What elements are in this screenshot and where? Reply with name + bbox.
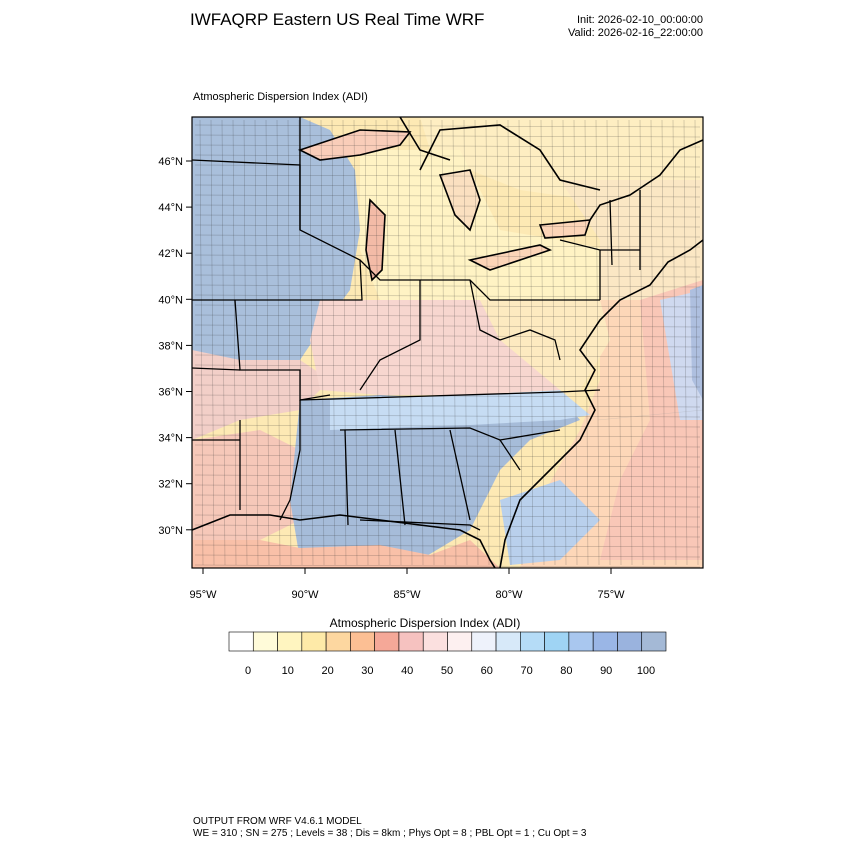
colorbar-title: Atmospheric Dispersion Index (ADI)	[329, 616, 521, 630]
colorbar-swatch	[422, 631, 448, 652]
colorbar	[228, 631, 667, 652]
field-mid-atlantic	[480, 300, 610, 390]
lat-label: 44°N	[158, 202, 183, 214]
valid-time: Valid: 2026-02-16_22:00:00	[568, 27, 703, 39]
map-subtitle: Atmospheric Dispersion Index (ADI)	[193, 91, 368, 103]
lat-label: 34°N	[158, 433, 183, 445]
field-south-central	[192, 430, 300, 568]
colorbar-tick-label: 20	[321, 665, 333, 677]
colorbar-tick-label: 100	[637, 665, 655, 677]
colorbar-swatch	[568, 631, 594, 652]
lat-label: 38°N	[158, 340, 183, 352]
colorbar-swatch	[495, 631, 521, 652]
colorbar-swatch	[471, 631, 497, 652]
colorbar-swatch	[520, 631, 545, 652]
coastlines	[192, 117, 703, 568]
longitude-axis: 95°W 90°W 85°W 80°W 75°W	[189, 568, 625, 601]
field-great-lakes	[360, 150, 610, 300]
colorbar-swatch	[398, 631, 424, 652]
colorbar-swatch	[447, 631, 473, 652]
field-ozarks	[192, 350, 330, 440]
colorbar-swatch	[641, 631, 667, 652]
lon-label: 80°W	[495, 589, 523, 601]
colorbar-swatch	[592, 631, 618, 652]
lon-label: 90°W	[291, 589, 319, 601]
lon-label: 85°W	[393, 589, 421, 601]
colorbar-tick-label: 60	[481, 665, 493, 677]
map-panel	[192, 117, 703, 568]
footer-config: WE = 310 ; SN = 275 ; Levels = 38 ; Dis …	[193, 828, 587, 839]
latitude-axis: 46°N 44°N 42°N 40°N 38°N 36°N 34°N 32°N 30°N	[158, 156, 192, 537]
lon-label: 75°W	[597, 589, 625, 601]
map-frame	[191, 116, 704, 569]
lat-label: 40°N	[158, 294, 183, 306]
colorbar-tick-label: 40	[401, 665, 413, 677]
lon-label: 95°W	[189, 589, 217, 601]
colorbar-tick-label: 30	[361, 665, 373, 677]
colorbar-tick-label: 10	[282, 665, 294, 677]
graticule	[597, 409, 703, 421]
field-tennessee	[330, 390, 590, 430]
init-time: Init: 2026-02-10_00:00:00	[577, 14, 703, 26]
colorbar-swatch	[617, 631, 643, 652]
colorbar-tick-label: 0	[245, 665, 251, 677]
plot-title: IWFAQRP Eastern US Real Time WRF	[190, 10, 485, 29]
colorbar-tick-label: 50	[441, 665, 453, 677]
colorbar-swatch	[325, 631, 351, 652]
county-lines	[194, 119, 701, 568]
colorbar-swatch	[374, 631, 400, 652]
state-borders	[192, 117, 641, 531]
colorbar-swatch	[277, 631, 303, 652]
colorbar-swatch	[228, 631, 254, 652]
colorbar-swatch	[252, 631, 278, 652]
lat-label: 42°N	[158, 248, 183, 260]
lake-superior	[300, 130, 410, 160]
footer: OUTPUT FROM WRF V4.6.1 MODEL WE = 310 ; …	[193, 816, 586, 840]
run-times: Init: 2026-02-10_00:00:00 Valid: 2026-02…	[568, 14, 703, 40]
footer-model: OUTPUT FROM WRF V4.6.1 MODEL	[193, 816, 362, 827]
lake-huron	[440, 170, 480, 230]
colorbar-tick-label: 90	[600, 665, 612, 677]
colorbar-swatch	[544, 631, 570, 652]
lat-label: 46°N	[158, 156, 183, 168]
lat-label: 36°N	[158, 387, 183, 399]
colorbar-swatch	[350, 631, 375, 652]
lat-label: 30°N	[158, 525, 183, 537]
field-offshore-blue	[500, 480, 600, 565]
colorbar-swatch	[301, 631, 327, 652]
colorbar-tick-label: 70	[520, 665, 532, 677]
colorbar-tick-labels: 0 10 20 30 40 50 60 70 80 90 100	[245, 665, 655, 677]
colorbar-tick-label: 80	[560, 665, 572, 677]
lake-erie	[470, 245, 550, 270]
lake-michigan	[366, 200, 385, 280]
lat-label: 32°N	[158, 479, 183, 491]
